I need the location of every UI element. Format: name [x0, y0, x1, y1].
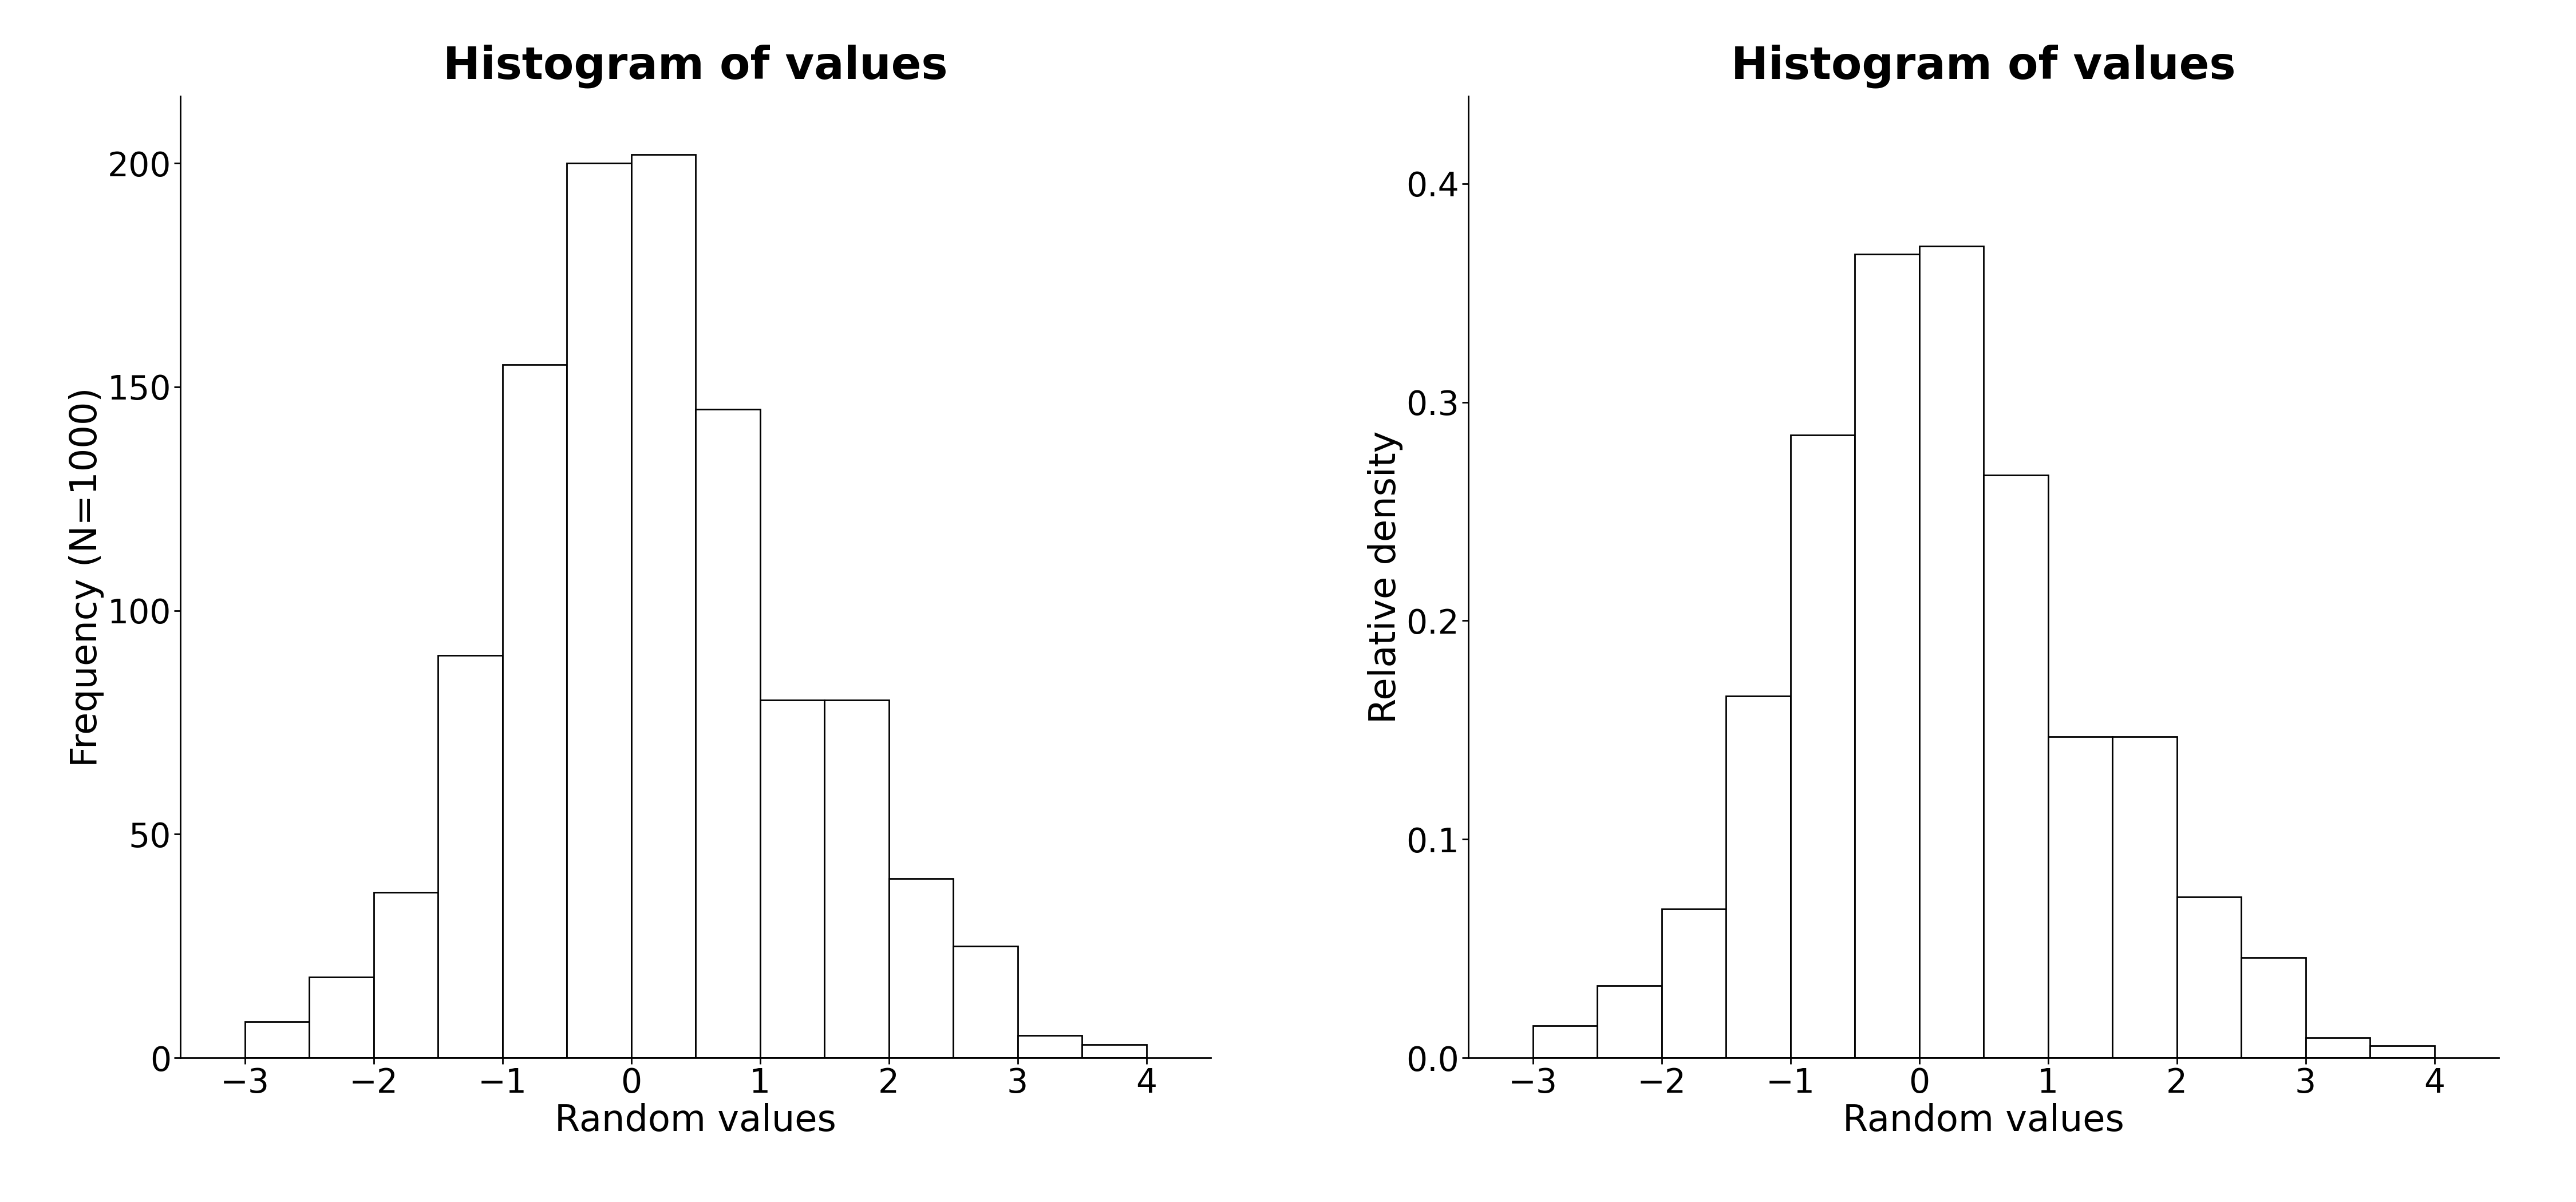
- Bar: [1533, 1025, 1597, 1058]
- Bar: [760, 700, 824, 1058]
- Bar: [2306, 1037, 2370, 1058]
- Bar: [2048, 737, 2112, 1058]
- Bar: [953, 946, 1018, 1058]
- Bar: [2177, 897, 2241, 1058]
- Bar: [1662, 909, 1726, 1058]
- Bar: [1726, 696, 1790, 1058]
- Bar: [2112, 737, 2177, 1058]
- Title: Histogram of values: Histogram of values: [1731, 44, 2236, 88]
- Bar: [309, 977, 374, 1058]
- Bar: [1919, 246, 1984, 1058]
- Bar: [1018, 1035, 1082, 1058]
- Title: Histogram of values: Histogram of values: [443, 44, 948, 88]
- Bar: [1984, 475, 2048, 1058]
- Bar: [1597, 986, 1662, 1058]
- Bar: [567, 163, 631, 1058]
- Bar: [2370, 1046, 2434, 1058]
- Bar: [1790, 435, 1855, 1058]
- Bar: [696, 409, 760, 1058]
- Bar: [1855, 255, 1919, 1058]
- Bar: [374, 892, 438, 1058]
- Bar: [1082, 1045, 1146, 1058]
- Y-axis label: Relative density: Relative density: [1368, 430, 1404, 724]
- Bar: [824, 700, 889, 1058]
- Bar: [438, 655, 502, 1058]
- Y-axis label: Frequency (N=1000): Frequency (N=1000): [70, 387, 103, 767]
- Bar: [245, 1022, 309, 1058]
- Bar: [2241, 957, 2306, 1058]
- Bar: [502, 364, 567, 1058]
- Bar: [631, 154, 696, 1058]
- X-axis label: Random values: Random values: [1842, 1102, 2125, 1138]
- Bar: [889, 879, 953, 1058]
- X-axis label: Random values: Random values: [554, 1102, 837, 1138]
